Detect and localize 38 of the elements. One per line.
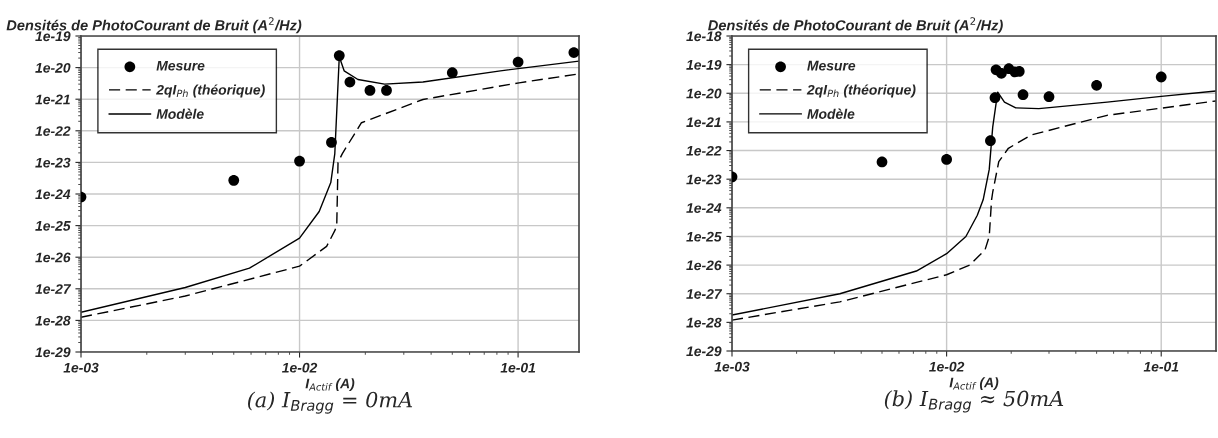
y-tick-label: 1e-25	[686, 231, 722, 242]
text: (b) I$_{Bragg}$ ≈ 50mA	[884, 390, 1064, 413]
x-tick-label: 1e-03	[714, 361, 750, 372]
y-tick-label: 1e-23	[35, 157, 71, 168]
y-tick-label: 1e-27	[686, 289, 723, 299]
y-tick-label: 1e-22	[686, 145, 722, 156]
legend-label: Mesure	[156, 60, 205, 71]
y-tick-label: 1e-24	[686, 203, 722, 213]
legend-label: Modèle	[156, 108, 204, 119]
y-tick-label: 1e-20	[35, 62, 71, 73]
y-tick-label: 1e-19	[686, 59, 722, 70]
y-tick-label: 1e-23	[686, 174, 722, 185]
y-tick-label: 1e-28	[686, 317, 722, 328]
legend-label: 2qI$_{Ph}$ (théorique)	[156, 84, 265, 98]
x-tick-label: 1e-02	[929, 361, 965, 372]
y-tick-label: 1e-21	[35, 94, 70, 105]
y-tick-label: 1e-18	[686, 31, 722, 42]
y-tick-label: 1e-28	[35, 315, 71, 326]
legend-label: 2qI$_{Ph}$ (théorique)	[806, 84, 916, 98]
text: (a) I$_{Bragg}$ = 0mA	[247, 391, 413, 414]
x-tick-label: 1e-02	[282, 362, 318, 373]
y-tick-label: 1e-27	[35, 284, 72, 294]
y-tick-label: 1e-29	[686, 346, 722, 357]
y-tick-label: 1e-21	[686, 117, 721, 128]
x-axis-title: I$_{Actif}$ (A)	[949, 377, 999, 391]
x-tick-label: 1e-01	[500, 362, 536, 373]
legend-label: Mesure	[807, 60, 856, 71]
y-tick-label: 1e-20	[686, 88, 722, 99]
x-tick-label: 1e-03	[63, 362, 99, 373]
x-tick-label: 1e-01	[1143, 361, 1179, 372]
y-tick-label: 1e-22	[35, 126, 71, 136]
y-tick-label: 1e-24	[35, 189, 71, 200]
y-tick-label: 1e-26	[686, 260, 722, 271]
y-tick-label: 1e-29	[35, 347, 71, 358]
y-tick-label: 1e-25	[35, 220, 71, 231]
x-axis-title: I$_{Actif}$ (A)	[305, 378, 355, 392]
legend-label: Modèle	[807, 108, 855, 119]
y-tick-label: 1e-26	[35, 252, 71, 263]
